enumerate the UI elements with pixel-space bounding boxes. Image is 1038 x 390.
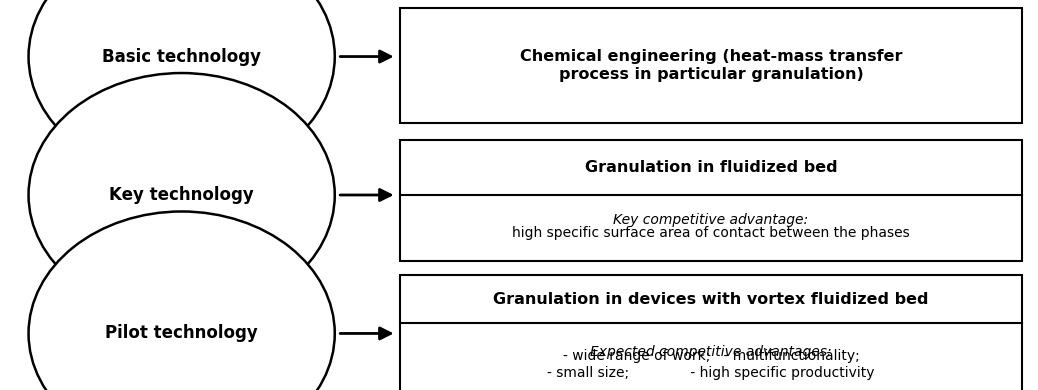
Text: Basic technology: Basic technology bbox=[102, 48, 262, 66]
Text: Chemical engineering (heat-mass transfer
process in particular granulation): Chemical engineering (heat-mass transfer… bbox=[520, 49, 902, 82]
Ellipse shape bbox=[28, 0, 334, 179]
Bar bbox=[400, 140, 1022, 261]
Text: high specific surface area of contact between the phases: high specific surface area of contact be… bbox=[512, 226, 910, 240]
Bar bbox=[400, 275, 1022, 390]
Text: - wide range of work;   - multifunctionality;
- small size;              - high : - wide range of work; - multifunctionali… bbox=[547, 349, 875, 379]
Bar bbox=[400, 8, 1022, 123]
Text: Granulation in devices with vortex fluidized bed: Granulation in devices with vortex fluid… bbox=[493, 292, 929, 307]
Text: Granulation in fluidized bed: Granulation in fluidized bed bbox=[584, 160, 838, 175]
Ellipse shape bbox=[28, 73, 334, 317]
Ellipse shape bbox=[28, 211, 334, 390]
Text: Pilot technology: Pilot technology bbox=[105, 324, 258, 342]
Text: Key technology: Key technology bbox=[109, 186, 254, 204]
Text: Key competitive advantage:: Key competitive advantage: bbox=[613, 213, 809, 227]
Text: Expected competitive advantages:: Expected competitive advantages: bbox=[591, 345, 831, 359]
